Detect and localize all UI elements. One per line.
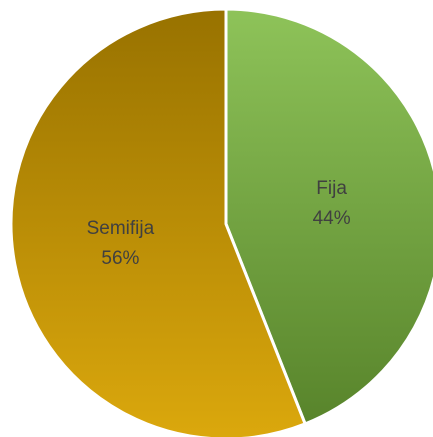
pie-slice: [9, 7, 307, 437]
slice-category-label: Fija: [316, 178, 347, 199]
pie-slice: [224, 7, 433, 426]
slice-value-label: 44%: [313, 208, 351, 229]
slice-value-label: 56%: [101, 248, 139, 269]
slice-category-label: Semifija: [87, 218, 155, 239]
